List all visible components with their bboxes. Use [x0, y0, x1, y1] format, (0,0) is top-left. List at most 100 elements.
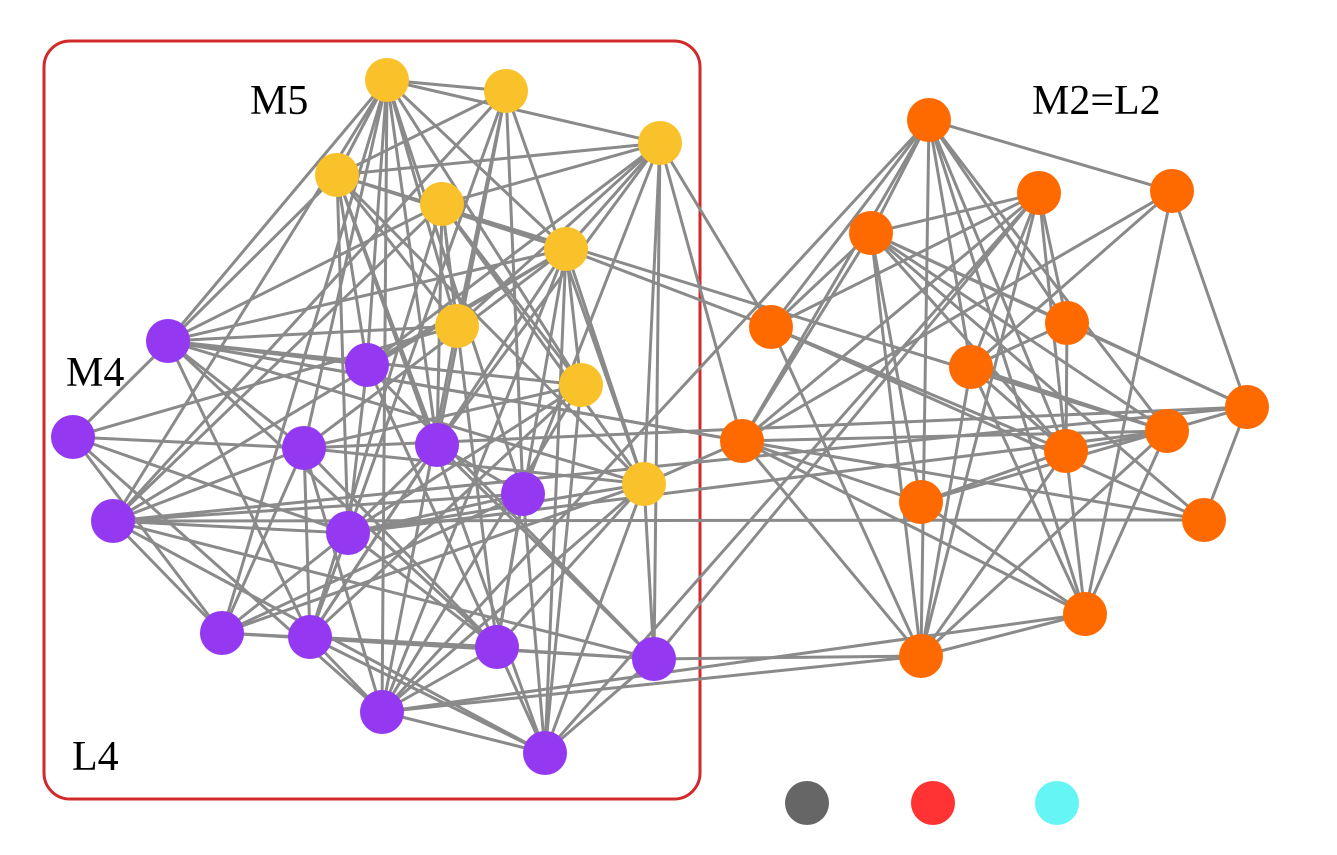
edge	[336, 89, 507, 177]
edge	[870, 231, 1168, 433]
edge	[440, 203, 499, 648]
edge	[495, 482, 646, 649]
edge	[346, 90, 508, 534]
node-m2	[1182, 498, 1226, 542]
edge	[385, 79, 525, 495]
edge	[1064, 450, 1087, 615]
node-m5	[484, 69, 528, 113]
edge	[308, 444, 439, 638]
edge	[167, 339, 305, 450]
edge	[1170, 190, 1249, 408]
node-m5	[365, 58, 409, 102]
edge	[1083, 430, 1169, 615]
node-m5	[544, 227, 588, 271]
node-m2	[1063, 592, 1107, 636]
node-m4	[345, 343, 389, 387]
edge	[347, 429, 1168, 535]
edge	[365, 364, 499, 648]
node-m4	[360, 690, 404, 734]
edge	[1037, 192, 1069, 324]
node-m2	[907, 98, 951, 142]
edge	[927, 119, 973, 368]
edge	[564, 142, 662, 250]
edge	[221, 482, 645, 635]
edge	[380, 118, 931, 714]
edge	[112, 519, 349, 535]
edge	[970, 365, 1168, 433]
edge	[435, 443, 656, 661]
edge	[112, 492, 524, 523]
edge	[335, 173, 646, 486]
edge	[652, 192, 1041, 660]
edge	[919, 192, 1041, 657]
node-m4	[91, 499, 135, 543]
edge	[335, 174, 369, 366]
edge	[969, 192, 1041, 368]
edge	[111, 519, 224, 635]
edge	[741, 439, 1086, 616]
edge	[741, 189, 1173, 443]
edge	[521, 493, 547, 754]
node-m2	[1225, 385, 1269, 429]
edge	[71, 173, 339, 439]
node-m2	[1017, 171, 1061, 215]
edge	[869, 232, 923, 657]
edge	[770, 191, 1040, 329]
node-m4	[200, 611, 244, 655]
edge	[385, 79, 583, 386]
edge	[381, 654, 922, 714]
node-m4	[501, 472, 545, 516]
edge	[167, 339, 368, 367]
edge	[381, 645, 498, 714]
edge	[302, 447, 312, 638]
edge	[869, 232, 923, 503]
edge	[769, 231, 873, 329]
node-m5	[638, 121, 682, 165]
edge	[658, 142, 744, 442]
edge	[919, 429, 1169, 658]
node-m4	[415, 423, 459, 467]
edge	[336, 173, 1168, 433]
edge	[112, 519, 655, 661]
edge	[770, 325, 1205, 522]
edge	[303, 383, 582, 450]
edge	[870, 191, 1040, 235]
edge	[112, 518, 1205, 523]
node-m2	[899, 480, 943, 524]
edge	[167, 339, 743, 443]
edge	[920, 500, 1086, 616]
edge	[72, 435, 383, 714]
legend-dot	[1035, 781, 1079, 825]
edge	[167, 339, 645, 486]
edge	[72, 435, 305, 450]
edge	[741, 191, 1040, 443]
edge	[167, 247, 567, 343]
edge	[71, 436, 224, 634]
node-m2	[720, 419, 764, 463]
edge	[1083, 190, 1174, 615]
edge	[544, 657, 655, 755]
node-m4	[632, 637, 676, 681]
node-m2	[749, 305, 793, 349]
edge	[365, 79, 389, 366]
node-m5	[315, 153, 359, 197]
edge	[386, 78, 661, 145]
edge	[303, 405, 1248, 450]
edge	[769, 119, 931, 328]
edge	[335, 174, 350, 534]
edge	[385, 78, 568, 251]
edge	[167, 324, 458, 343]
label-m5: M5	[250, 78, 308, 124]
edge	[335, 174, 459, 327]
edge	[920, 612, 1086, 658]
edge	[221, 531, 349, 635]
edge	[564, 248, 583, 386]
node-m2	[1044, 429, 1088, 473]
node-m4	[282, 426, 326, 470]
edge	[112, 446, 305, 523]
edge	[441, 141, 661, 206]
edge	[380, 384, 583, 713]
edge	[658, 142, 773, 328]
edge	[347, 482, 645, 535]
node-m2	[949, 345, 993, 389]
